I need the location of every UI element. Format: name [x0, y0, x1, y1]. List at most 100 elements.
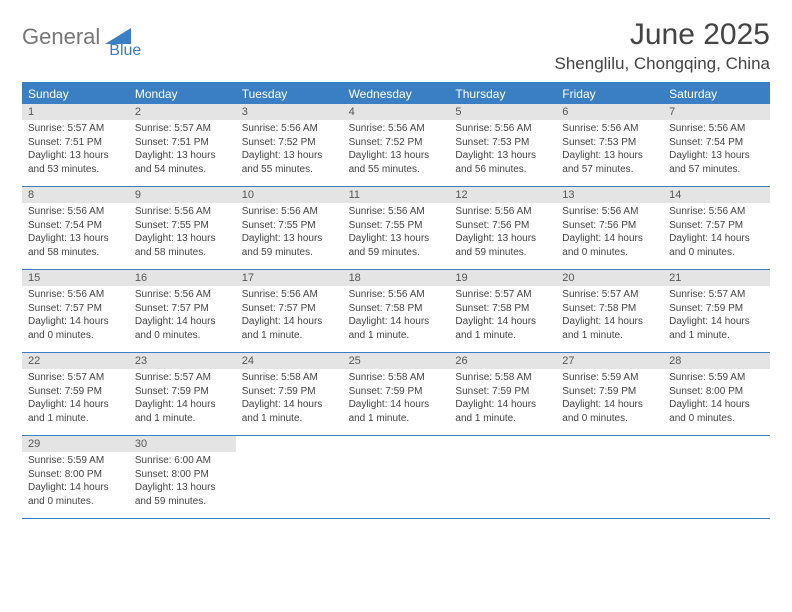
title-block: June 2025 Shenglilu, Chongqing, China	[555, 18, 771, 74]
day-number: 23	[129, 353, 236, 369]
day-body	[663, 440, 770, 452]
sunset-line: Sunset: 7:59 PM	[349, 385, 444, 399]
day-body: Sunrise: 5:58 AMSunset: 7:59 PMDaylight:…	[236, 369, 343, 435]
day-number: 11	[343, 187, 450, 203]
day-body: Sunrise: 5:57 AMSunset: 7:58 PMDaylight:…	[449, 286, 556, 352]
day-cell: 23Sunrise: 5:57 AMSunset: 7:59 PMDayligh…	[129, 353, 236, 435]
dow-cell: Friday	[556, 84, 663, 104]
sunset-line: Sunset: 7:55 PM	[349, 219, 444, 233]
sunset-line: Sunset: 7:58 PM	[562, 302, 657, 316]
daylight-line: Daylight: 13 hours and 59 minutes.	[135, 481, 230, 508]
day-number: 5	[449, 104, 556, 120]
sunset-line: Sunset: 7:58 PM	[455, 302, 550, 316]
weeks-container: 1Sunrise: 5:57 AMSunset: 7:51 PMDaylight…	[22, 104, 770, 519]
daylight-line: Daylight: 14 hours and 1 minute.	[28, 398, 123, 425]
sunrise-line: Sunrise: 5:58 AM	[242, 371, 337, 385]
sunset-line: Sunset: 7:56 PM	[562, 219, 657, 233]
sunrise-line: Sunrise: 5:58 AM	[455, 371, 550, 385]
day-body: Sunrise: 5:56 AMSunset: 7:53 PMDaylight:…	[556, 120, 663, 186]
day-body: Sunrise: 5:56 AMSunset: 7:52 PMDaylight:…	[343, 120, 450, 186]
day-cell: 14Sunrise: 5:56 AMSunset: 7:57 PMDayligh…	[663, 187, 770, 269]
day-cell: 11Sunrise: 5:56 AMSunset: 7:55 PMDayligh…	[343, 187, 450, 269]
week-row: 8Sunrise: 5:56 AMSunset: 7:54 PMDaylight…	[22, 187, 770, 270]
sunrise-line: Sunrise: 5:57 AM	[135, 122, 230, 136]
sunset-line: Sunset: 7:57 PM	[242, 302, 337, 316]
daylight-line: Daylight: 14 hours and 0 minutes.	[135, 315, 230, 342]
daylight-line: Daylight: 13 hours and 57 minutes.	[669, 149, 764, 176]
sunset-line: Sunset: 7:58 PM	[349, 302, 444, 316]
sunset-line: Sunset: 7:52 PM	[349, 136, 444, 150]
sunset-line: Sunset: 7:52 PM	[242, 136, 337, 150]
day-body: Sunrise: 5:57 AMSunset: 7:51 PMDaylight:…	[129, 120, 236, 186]
dow-cell: Monday	[129, 84, 236, 104]
day-cell: 5Sunrise: 5:56 AMSunset: 7:53 PMDaylight…	[449, 104, 556, 186]
day-body: Sunrise: 5:57 AMSunset: 7:58 PMDaylight:…	[556, 286, 663, 352]
sunset-line: Sunset: 7:54 PM	[28, 219, 123, 233]
daylight-line: Daylight: 14 hours and 1 minute.	[242, 398, 337, 425]
day-number: 3	[236, 104, 343, 120]
day-cell: 26Sunrise: 5:58 AMSunset: 7:59 PMDayligh…	[449, 353, 556, 435]
day-number: 15	[22, 270, 129, 286]
dow-cell: Thursday	[449, 84, 556, 104]
day-cell: 9Sunrise: 5:56 AMSunset: 7:55 PMDaylight…	[129, 187, 236, 269]
sunset-line: Sunset: 8:00 PM	[135, 468, 230, 482]
day-cell: 12Sunrise: 5:56 AMSunset: 7:56 PMDayligh…	[449, 187, 556, 269]
sunrise-line: Sunrise: 5:56 AM	[349, 288, 444, 302]
day-cell: 16Sunrise: 5:56 AMSunset: 7:57 PMDayligh…	[129, 270, 236, 352]
daylight-line: Daylight: 13 hours and 59 minutes.	[242, 232, 337, 259]
week-row: 1Sunrise: 5:57 AMSunset: 7:51 PMDaylight…	[22, 104, 770, 187]
day-number: 20	[556, 270, 663, 286]
day-cell: 7Sunrise: 5:56 AMSunset: 7:54 PMDaylight…	[663, 104, 770, 186]
day-number: 8	[22, 187, 129, 203]
sunrise-line: Sunrise: 5:56 AM	[242, 288, 337, 302]
sunrise-line: Sunrise: 5:56 AM	[562, 122, 657, 136]
daylight-line: Daylight: 14 hours and 1 minute.	[242, 315, 337, 342]
sunrise-line: Sunrise: 5:57 AM	[669, 288, 764, 302]
day-cell: 4Sunrise: 5:56 AMSunset: 7:52 PMDaylight…	[343, 104, 450, 186]
day-body: Sunrise: 5:56 AMSunset: 7:55 PMDaylight:…	[343, 203, 450, 269]
sunrise-line: Sunrise: 5:56 AM	[242, 205, 337, 219]
day-body: Sunrise: 5:56 AMSunset: 7:57 PMDaylight:…	[236, 286, 343, 352]
sunrise-line: Sunrise: 5:57 AM	[135, 371, 230, 385]
dow-cell: Tuesday	[236, 84, 343, 104]
day-cell: 29Sunrise: 5:59 AMSunset: 8:00 PMDayligh…	[22, 436, 129, 518]
day-body: Sunrise: 5:57 AMSunset: 7:51 PMDaylight:…	[22, 120, 129, 186]
sunset-line: Sunset: 7:55 PM	[135, 219, 230, 233]
day-number: 7	[663, 104, 770, 120]
sunset-line: Sunset: 8:00 PM	[669, 385, 764, 399]
day-number: 2	[129, 104, 236, 120]
day-body: Sunrise: 5:57 AMSunset: 7:59 PMDaylight:…	[129, 369, 236, 435]
day-cell: 3Sunrise: 5:56 AMSunset: 7:52 PMDaylight…	[236, 104, 343, 186]
day-body: Sunrise: 5:58 AMSunset: 7:59 PMDaylight:…	[449, 369, 556, 435]
sunrise-line: Sunrise: 5:56 AM	[669, 122, 764, 136]
sunset-line: Sunset: 8:00 PM	[28, 468, 123, 482]
day-cell: 15Sunrise: 5:56 AMSunset: 7:57 PMDayligh…	[22, 270, 129, 352]
day-number: 17	[236, 270, 343, 286]
day-cell: 20Sunrise: 5:57 AMSunset: 7:58 PMDayligh…	[556, 270, 663, 352]
day-number: 19	[449, 270, 556, 286]
day-cell: 19Sunrise: 5:57 AMSunset: 7:58 PMDayligh…	[449, 270, 556, 352]
day-body: Sunrise: 5:57 AMSunset: 7:59 PMDaylight:…	[663, 286, 770, 352]
sunset-line: Sunset: 7:59 PM	[562, 385, 657, 399]
daylight-line: Daylight: 13 hours and 58 minutes.	[28, 232, 123, 259]
sunrise-line: Sunrise: 5:56 AM	[562, 205, 657, 219]
day-body: Sunrise: 5:56 AMSunset: 7:52 PMDaylight:…	[236, 120, 343, 186]
dow-cell: Wednesday	[343, 84, 450, 104]
day-cell: 6Sunrise: 5:56 AMSunset: 7:53 PMDaylight…	[556, 104, 663, 186]
sunrise-line: Sunrise: 5:59 AM	[562, 371, 657, 385]
sunrise-line: Sunrise: 5:56 AM	[455, 205, 550, 219]
week-row: 22Sunrise: 5:57 AMSunset: 7:59 PMDayligh…	[22, 353, 770, 436]
day-cell: 8Sunrise: 5:56 AMSunset: 7:54 PMDaylight…	[22, 187, 129, 269]
dow-cell: Saturday	[663, 84, 770, 104]
week-row: 15Sunrise: 5:56 AMSunset: 7:57 PMDayligh…	[22, 270, 770, 353]
day-number: 4	[343, 104, 450, 120]
sunrise-line: Sunrise: 5:59 AM	[669, 371, 764, 385]
day-cell: 2Sunrise: 5:57 AMSunset: 7:51 PMDaylight…	[129, 104, 236, 186]
day-cell: 30Sunrise: 6:00 AMSunset: 8:00 PMDayligh…	[129, 436, 236, 518]
day-number: 18	[343, 270, 450, 286]
day-number: 25	[343, 353, 450, 369]
day-body: Sunrise: 5:57 AMSunset: 7:59 PMDaylight:…	[22, 369, 129, 435]
day-cell: 21Sunrise: 5:57 AMSunset: 7:59 PMDayligh…	[663, 270, 770, 352]
daylight-line: Daylight: 14 hours and 1 minute.	[349, 398, 444, 425]
daylight-line: Daylight: 14 hours and 1 minute.	[135, 398, 230, 425]
